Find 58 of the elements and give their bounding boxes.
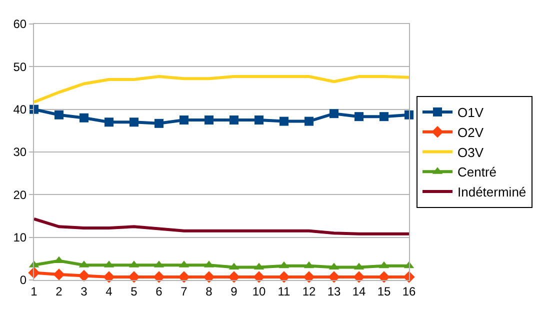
point bbox=[203, 271, 215, 283]
point bbox=[280, 116, 288, 126]
y-tick-label: 30 bbox=[13, 145, 27, 160]
point bbox=[204, 116, 214, 124]
point bbox=[354, 112, 364, 122]
point bbox=[130, 118, 138, 127]
point bbox=[228, 271, 240, 283]
legend-label: Indéterminé bbox=[458, 184, 526, 200]
y-tick-label: 40 bbox=[13, 102, 27, 117]
x-tick-label: 16 bbox=[402, 284, 416, 298]
y-tick-label: 20 bbox=[13, 188, 27, 202]
x-tick-label: 6 bbox=[156, 284, 163, 298]
legend-label: O3V bbox=[458, 144, 484, 160]
y-tick-label: 50 bbox=[13, 60, 27, 74]
point bbox=[328, 271, 340, 283]
point bbox=[80, 113, 88, 122]
x-tick-label: 14 bbox=[352, 284, 366, 298]
point bbox=[180, 116, 188, 124]
x-tick-label: 1 bbox=[30, 284, 38, 298]
x-tick-label: 11 bbox=[278, 284, 291, 298]
point bbox=[78, 270, 90, 282]
x-tick-label: 10 bbox=[252, 284, 266, 298]
point bbox=[304, 116, 314, 126]
x-tick-label: 12 bbox=[302, 284, 316, 298]
point bbox=[153, 271, 165, 283]
y-tick-label: 60 bbox=[13, 17, 27, 32]
y-tick-label: 0 bbox=[20, 273, 27, 288]
x-tick-label: 7 bbox=[180, 284, 188, 298]
y-tick-label: 10 bbox=[13, 230, 27, 245]
legend-label: O2V bbox=[458, 124, 484, 140]
x-tick-label: 9 bbox=[230, 284, 238, 298]
x-tick-label: 5 bbox=[130, 284, 138, 298]
point bbox=[253, 271, 265, 283]
point bbox=[330, 109, 338, 118]
point bbox=[154, 118, 164, 128]
point bbox=[178, 271, 190, 283]
point bbox=[104, 118, 114, 127]
point bbox=[230, 116, 238, 124]
x-tick-label: 15 bbox=[377, 284, 391, 298]
point bbox=[278, 271, 290, 283]
point bbox=[254, 116, 264, 124]
legend-label: O1V bbox=[458, 105, 484, 120]
x-tick-label: 8 bbox=[206, 284, 213, 298]
line-series bbox=[34, 74, 409, 104]
x-tick-label: 13 bbox=[327, 284, 341, 298]
point bbox=[103, 271, 115, 283]
point bbox=[353, 271, 365, 283]
line-series bbox=[34, 217, 409, 236]
x-tick-label: 4 bbox=[106, 284, 113, 298]
point bbox=[128, 271, 140, 283]
point bbox=[303, 271, 315, 283]
point bbox=[54, 110, 64, 120]
x-tick-label: 3 bbox=[80, 284, 88, 298]
point bbox=[380, 112, 388, 122]
point bbox=[53, 268, 65, 280]
x-tick-label: 2 bbox=[56, 284, 63, 298]
legend-label: Centré bbox=[458, 164, 497, 180]
point bbox=[378, 271, 390, 283]
